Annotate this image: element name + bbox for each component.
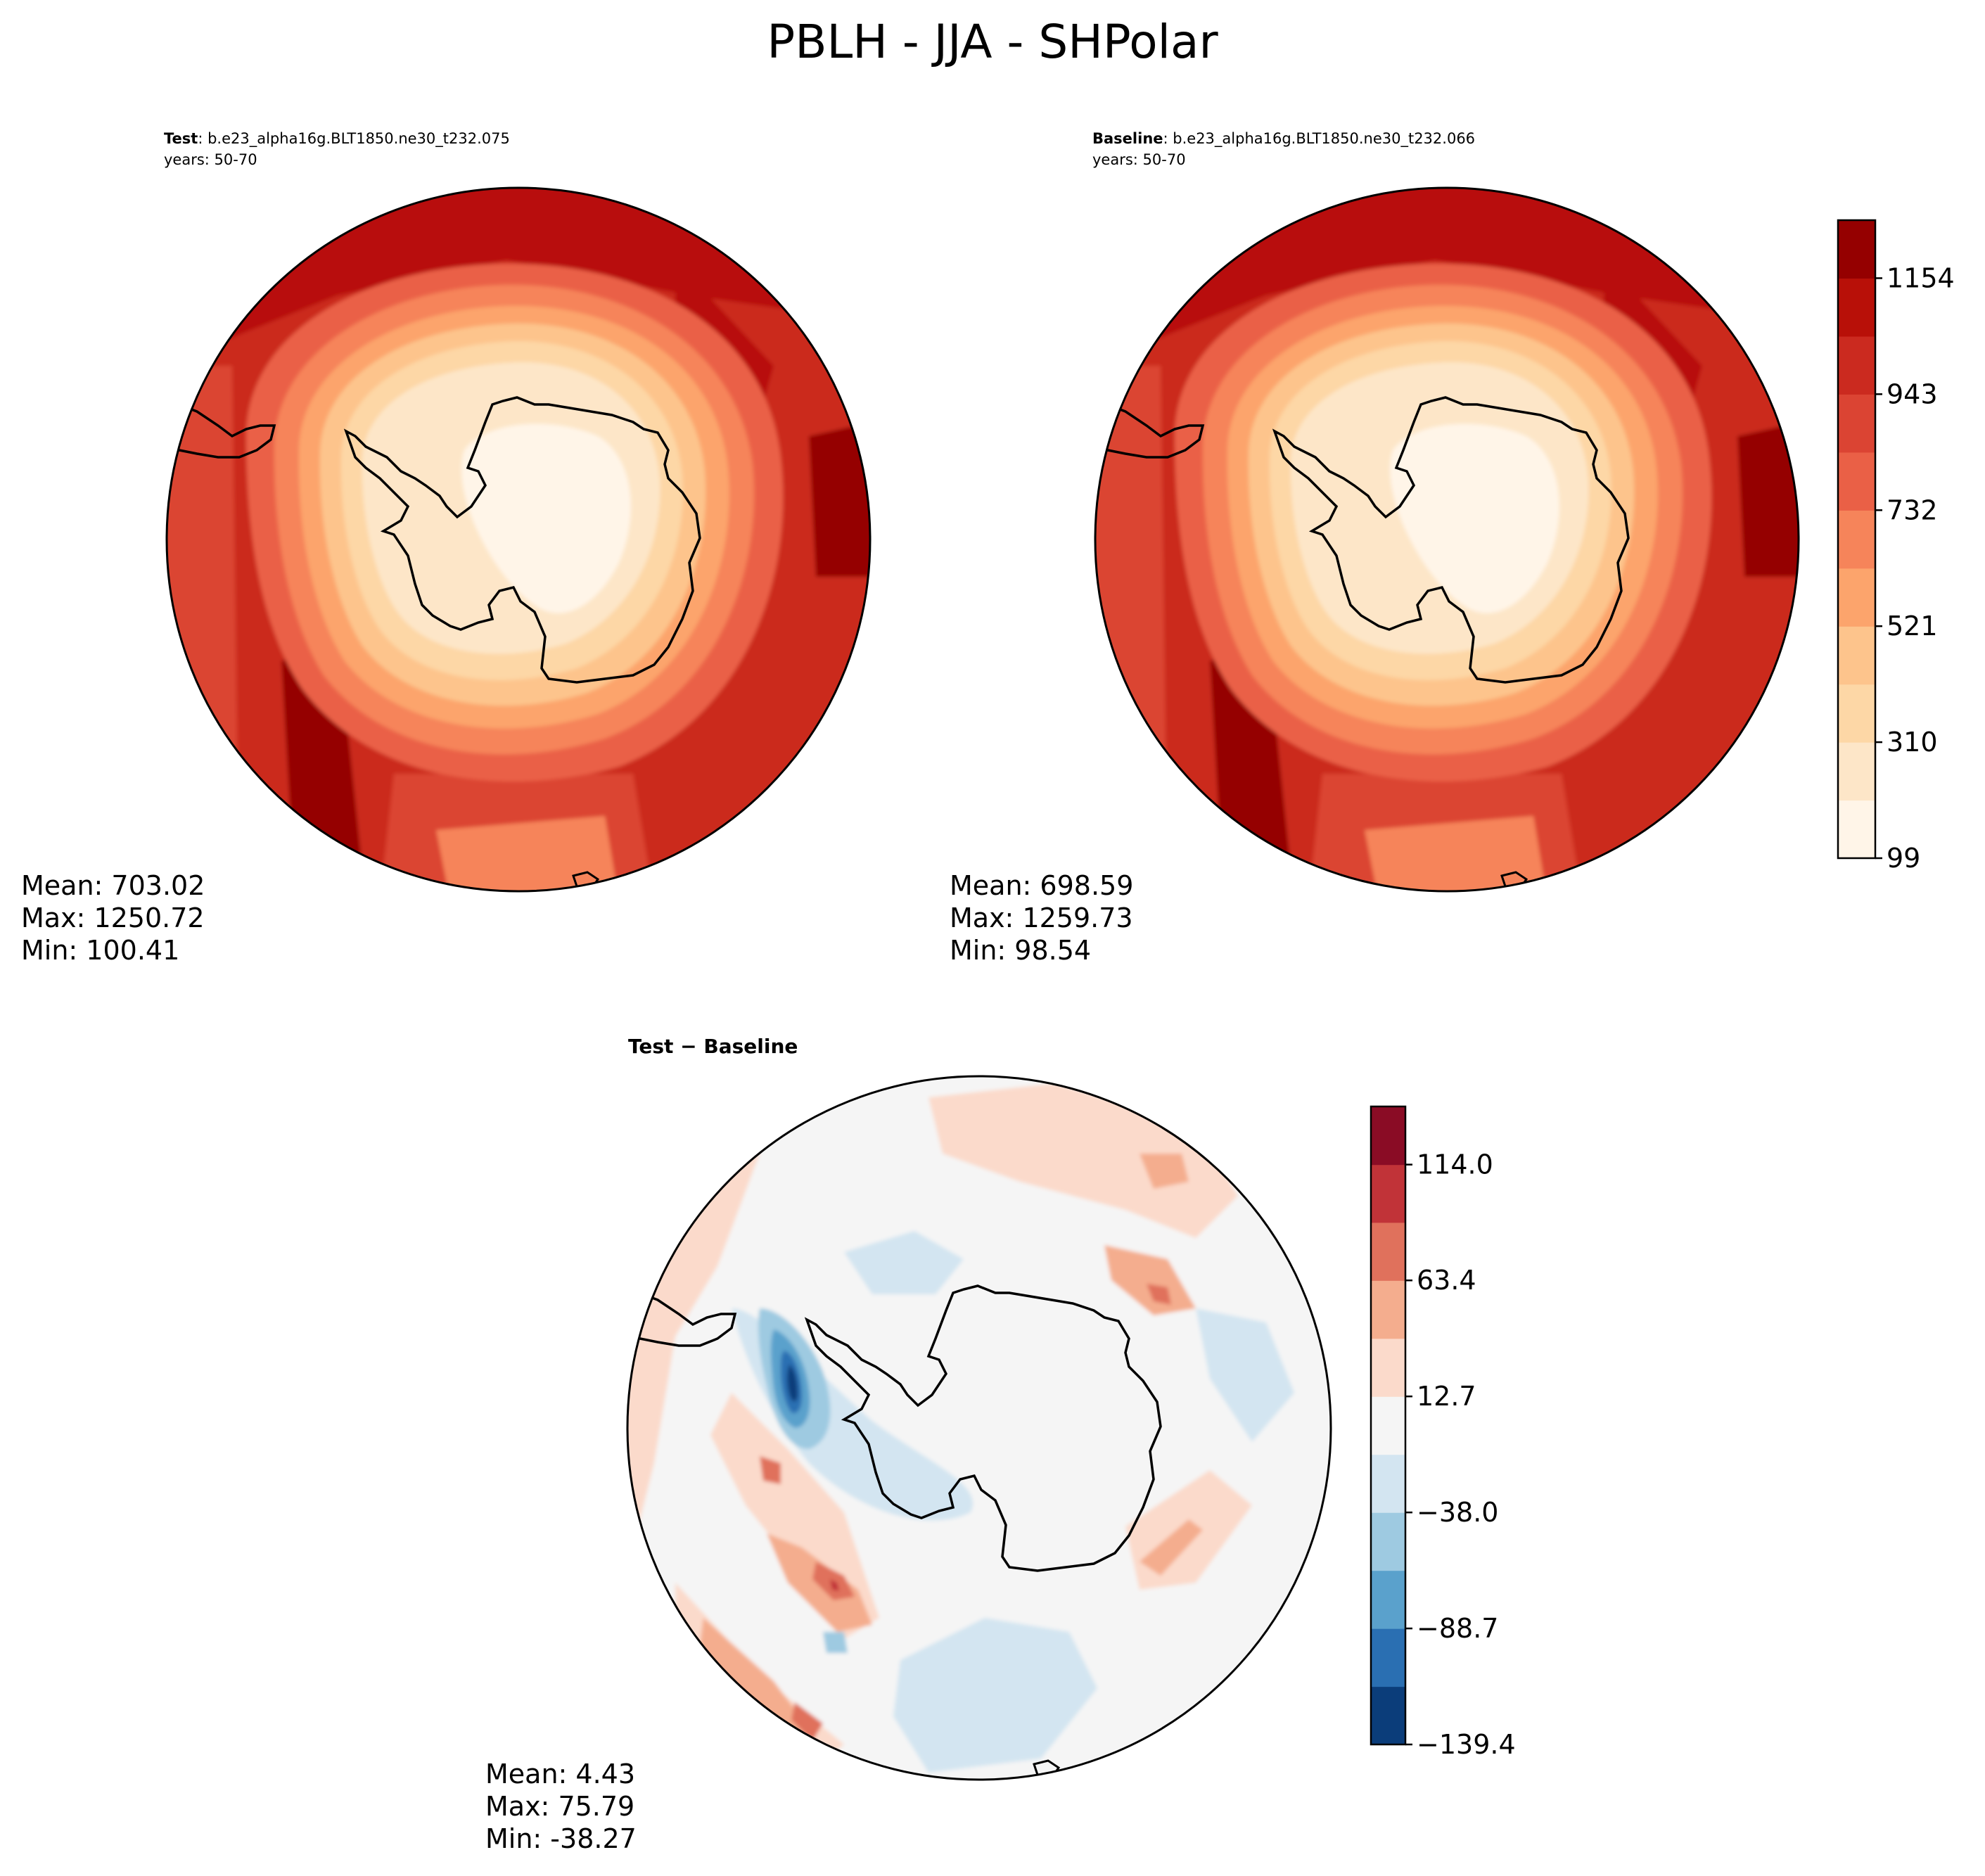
- difference-colorbar-segment: [1371, 1686, 1405, 1745]
- baseline-colorbar-segment: [1838, 800, 1875, 859]
- difference-colorbar-tick-label: −139.4: [1417, 1729, 1516, 1760]
- baseline-colorbar-segment: [1838, 336, 1875, 395]
- baseline-title-bold: Baseline: [1092, 130, 1163, 147]
- test-peninsula-coastline: [167, 400, 276, 459]
- baseline-panel: Baseline: b.e23_alpha16g.BLT1850.ne30_t2…: [950, 130, 1955, 966]
- test-panel: Test: b.e23_alpha16g.BLT1850.ne30_t232.0…: [21, 130, 872, 966]
- baseline-min: Min: 98.54: [950, 935, 1091, 966]
- test-min: Min: 100.41: [21, 935, 179, 966]
- baseline-colorbar-tick-label: 310: [1887, 727, 1938, 758]
- difference-mean: Mean: 4.43: [485, 1759, 635, 1789]
- baseline-colorbar-tick-label: 1154: [1887, 262, 1955, 293]
- test-mean: Mean: 703.02: [21, 870, 205, 901]
- baseline-colorbar-segment: [1838, 220, 1875, 279]
- baseline-colorbar-segment: [1838, 568, 1875, 627]
- baseline-colorbar-tick-label: 521: [1887, 611, 1938, 642]
- test-title-rest: : b.e23_alpha16g.BLT1850.ne30_t232.075: [198, 130, 510, 148]
- baseline-panel-subtitle: years: 50-70: [1092, 151, 1186, 168]
- baseline-map: [1095, 188, 1799, 891]
- baseline-title-rest: : b.e23_alpha16g.BLT1850.ne30_t232.066: [1163, 130, 1476, 148]
- difference-panel-title: Test − Baseline: [628, 1035, 798, 1058]
- baseline-max: Max: 1259.73: [950, 902, 1133, 933]
- baseline-mean: Mean: 698.59: [950, 870, 1133, 901]
- difference-colorbar-tick-label: −88.7: [1417, 1613, 1498, 1644]
- difference-colorbar-segment: [1371, 1222, 1405, 1281]
- difference-colorbar-tick-label: 63.4: [1417, 1265, 1476, 1296]
- difference-colorbar-tick-label: −38.0: [1417, 1497, 1498, 1528]
- difference-map-boundary: [626, 1075, 1332, 1781]
- difference-colorbar-frame: [1370, 1105, 1407, 1746]
- difference-colorbar-tick-label: 12.7: [1417, 1381, 1476, 1412]
- baseline-panel-title: Baseline: b.e23_alpha16g.BLT1850.ne30_t2…: [1092, 130, 1475, 148]
- difference-colorbar-segment: [1371, 1164, 1405, 1223]
- baseline-colorbar-frame: [1837, 219, 1877, 860]
- difference-colorbar-segment: [1371, 1570, 1405, 1629]
- difference-colorbar-segment: [1371, 1512, 1405, 1571]
- difference-colorbar: −139.4 −88.7 −38.0 12.7 63.4 114.0: [1370, 1105, 1516, 1760]
- baseline-colorbar-segment: [1838, 452, 1875, 511]
- baseline-peninsula-coastline: [1095, 400, 1205, 459]
- figure-title: PBLH - JJA - SHPolar: [767, 15, 1218, 69]
- baseline-colorbar-segment: [1838, 684, 1875, 743]
- baseline-colorbar-tick-label: 99: [1887, 843, 1920, 874]
- difference-colorbar-segment: [1371, 1106, 1405, 1166]
- baseline-contour-field: [1095, 188, 1799, 891]
- difference-colorbar-segment: [1371, 1338, 1405, 1397]
- difference-peninsula-coastline: [627, 1288, 737, 1347]
- test-panel-subtitle: years: 50-70: [164, 151, 257, 168]
- baseline-colorbar: 99 310 521 732 943 1154: [1837, 219, 1955, 874]
- baseline-colorbar-tick-label: 943: [1887, 378, 1938, 409]
- difference-panel: Test − Baseline: [485, 1035, 1516, 1854]
- difference-colorbar-tick-label: 114.0: [1417, 1149, 1493, 1180]
- difference-min: Min: -38.27: [485, 1823, 637, 1854]
- test-panel-title: Test: b.e23_alpha16g.BLT1850.ne30_t232.0…: [164, 130, 510, 148]
- test-antarctica-coastline: [343, 396, 701, 684]
- difference-colorbar-segment: [1371, 1280, 1405, 1339]
- difference-colorbar-segment: [1371, 1396, 1405, 1455]
- difference-antarctica-coastline: [804, 1284, 1162, 1572]
- test-max: Max: 1250.72: [21, 902, 205, 933]
- difference-colorbar-segment: [1371, 1454, 1405, 1513]
- baseline-map-boundary: [1094, 186, 1800, 893]
- baseline-colorbar-segment: [1838, 510, 1875, 569]
- test-title-bold: Test: [164, 130, 198, 147]
- difference-colorbar-segment: [1371, 1628, 1405, 1687]
- baseline-colorbar-segment: [1838, 626, 1875, 685]
- baseline-colorbar-segment: [1838, 278, 1875, 337]
- baseline-antarctica-coastline: [1272, 396, 1630, 684]
- difference-max: Max: 75.79: [485, 1791, 634, 1822]
- baseline-colorbar-tick-label: 732: [1887, 494, 1938, 525]
- baseline-colorbar-segment: [1838, 394, 1875, 453]
- baseline-colorbar-segment: [1838, 742, 1875, 801]
- test-map-boundary: [165, 186, 872, 893]
